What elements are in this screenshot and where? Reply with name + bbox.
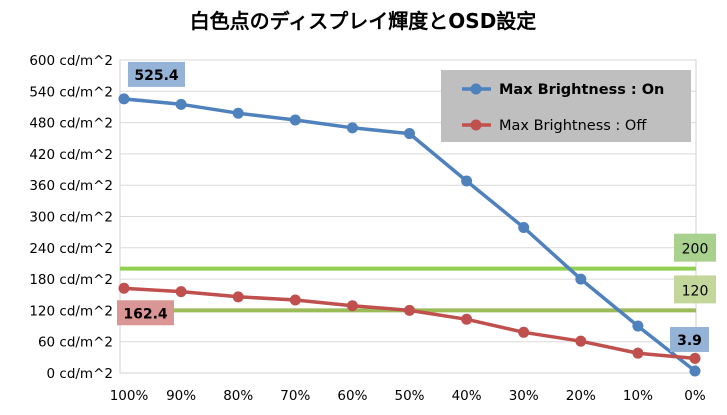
data-point — [632, 320, 644, 332]
reference-label-box — [674, 233, 716, 262]
x-tick-label: 80% — [223, 388, 253, 404]
data-label-box — [128, 61, 185, 87]
data-point — [118, 282, 130, 294]
y-tick-label: 60 cd/m^2 — [38, 335, 113, 351]
legend-entry: Max Brightness : On — [499, 82, 664, 98]
y-tick-label: 240 cd/m^2 — [29, 241, 113, 257]
x-tick-label: 40% — [452, 388, 482, 404]
y-tick-label: 480 cd/m^2 — [29, 116, 113, 132]
chart-title: 白色点のディスプレイ輝度とOSD設定 — [190, 9, 537, 33]
y-axis: 0 cd/m^2 60 cd/m^2 120 cd/m^2 180 cd/m^2 240… — [29, 53, 113, 382]
legend-swatch-marker — [470, 83, 482, 95]
x-tick-label: 70% — [280, 388, 310, 404]
y-tick-label: 0 cd/m^2 — [47, 366, 113, 382]
legend-box — [441, 70, 691, 142]
x-tick-label: 90% — [166, 388, 196, 404]
data-point — [575, 335, 587, 347]
data-label: 162.4 — [123, 306, 168, 322]
data-point — [175, 98, 187, 110]
data-point — [346, 300, 358, 312]
y-tick-label: 600 cd/m^2 — [29, 53, 113, 69]
x-tick-label: 30% — [509, 388, 539, 404]
legend-swatch-marker — [470, 119, 482, 131]
reference-label-box — [674, 275, 716, 304]
data-label-box — [670, 326, 709, 352]
legend-entry: Max Brightness : Off — [499, 118, 647, 134]
data-point — [518, 221, 530, 233]
data-label: 3.9 — [677, 333, 702, 349]
data-point — [289, 294, 301, 306]
legend: Max Brightness : On Max Brightness : Off — [441, 70, 691, 142]
data-point — [175, 286, 187, 298]
x-tick-label: 10% — [623, 388, 653, 404]
data-point — [346, 122, 358, 134]
x-tick-label: 50% — [394, 388, 424, 404]
y-tick-label: 180 cd/m^2 — [29, 272, 113, 288]
data-label: 525.4 — [134, 68, 179, 84]
data-point — [232, 291, 244, 303]
y-tick-label: 300 cd/m^2 — [29, 210, 113, 226]
data-point — [575, 273, 587, 285]
x-tick-label: 20% — [566, 388, 596, 404]
y-tick-label: 120 cd/m^2 — [29, 303, 113, 319]
y-tick-label: 540 cd/m^2 — [29, 84, 113, 100]
data-labels: 525.4 3.9 162.4 — [117, 61, 709, 352]
y-tick-label: 420 cd/m^2 — [29, 147, 113, 163]
data-label-box — [117, 300, 174, 326]
data-point — [689, 352, 701, 364]
data-point — [289, 114, 301, 126]
data-point — [632, 347, 644, 359]
x-tick-label: 0% — [684, 388, 706, 404]
data-point — [404, 304, 415, 316]
data-point — [518, 326, 530, 338]
reference-label: 120 — [682, 283, 709, 299]
data-point — [689, 365, 701, 377]
y-tick-label: 360 cd/m^2 — [29, 178, 113, 194]
x-tick-label: 100% — [110, 388, 149, 404]
data-point — [118, 93, 130, 105]
data-point — [461, 175, 473, 187]
data-point — [404, 128, 415, 140]
data-point — [232, 107, 244, 119]
gridlines — [120, 59, 696, 343]
series — [118, 93, 701, 377]
x-tick-label: 60% — [337, 388, 367, 404]
x-axis: 100% 90% 80% 70% 60% 50% 40% 30% 20% 10% 0% — [110, 388, 706, 404]
data-point — [461, 313, 473, 325]
reference-label: 200 — [682, 242, 709, 258]
